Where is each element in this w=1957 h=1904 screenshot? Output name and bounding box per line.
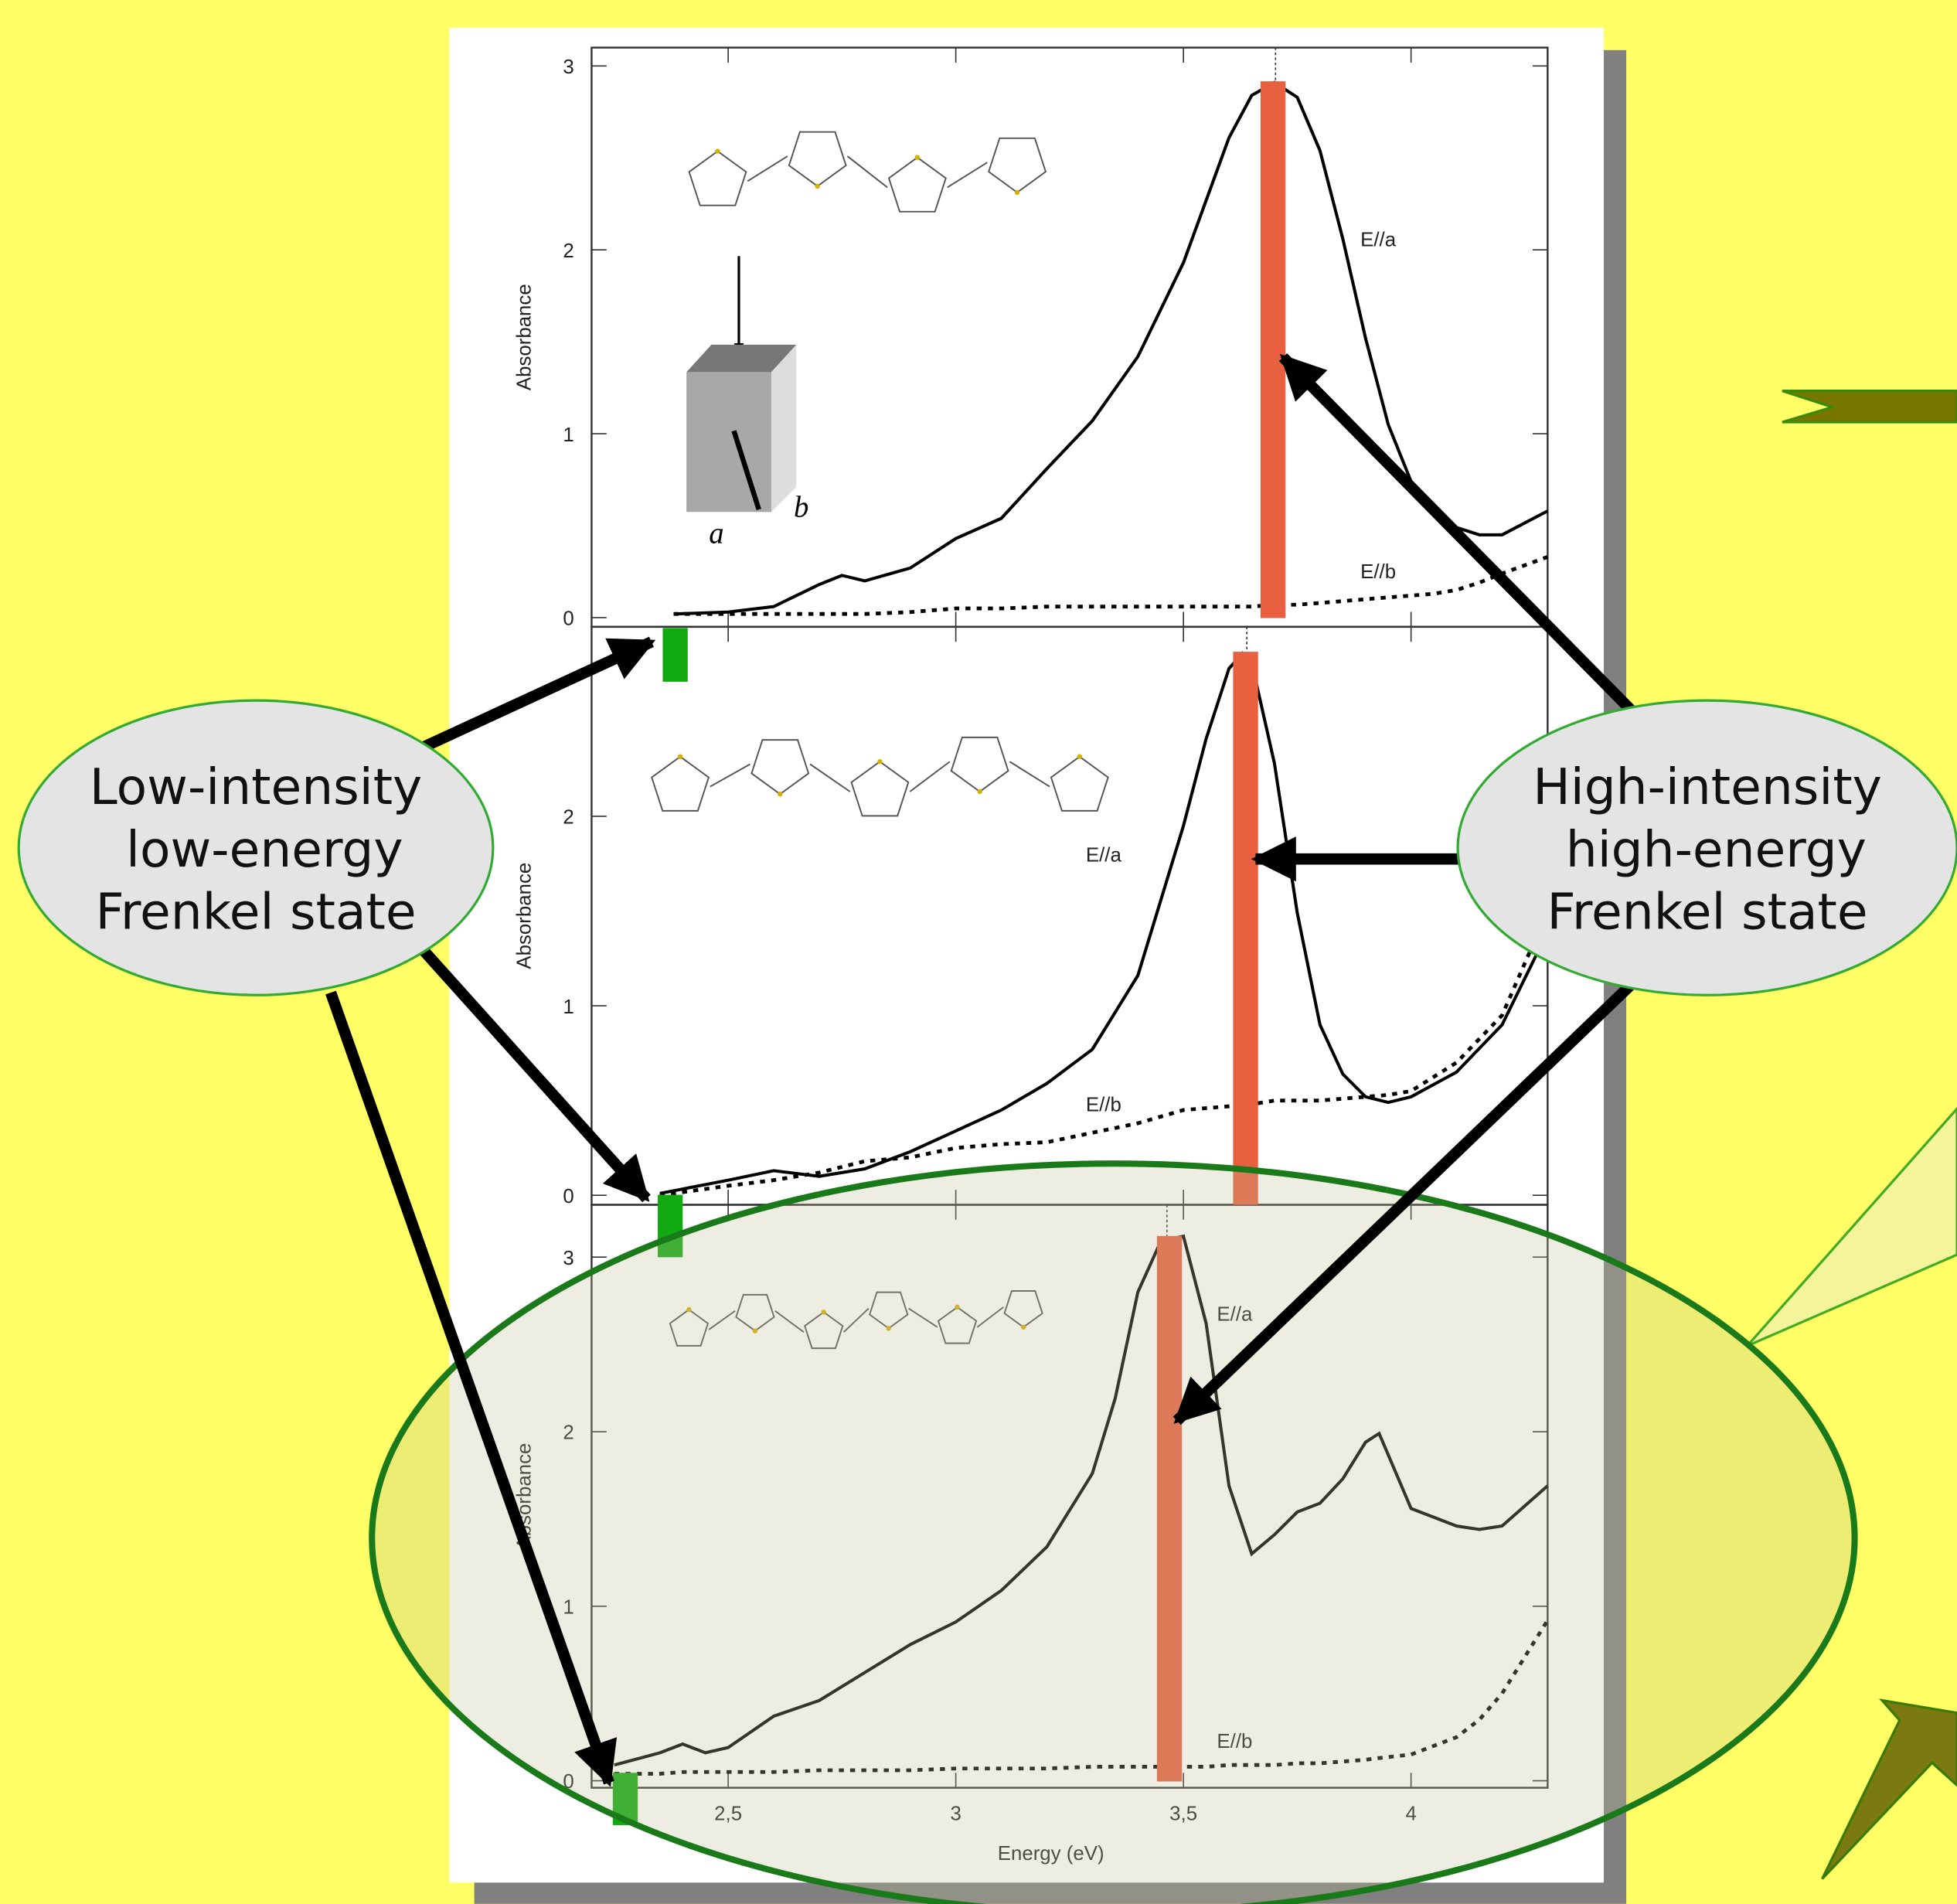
y-tick-label: 2: [563, 240, 573, 262]
y-tick-label: 2: [563, 807, 573, 829]
callout-text: Frenkel state: [95, 884, 416, 942]
callout-text: low-energy: [126, 821, 403, 879]
series-label: E//b: [1086, 1094, 1121, 1115]
sulfur: [977, 789, 982, 794]
sulfur: [1015, 190, 1019, 195]
sulfur: [678, 754, 682, 759]
inset-label: b: [794, 491, 808, 524]
y-tick-label: 0: [563, 1186, 573, 1207]
y-axis-title: Absorbance: [513, 863, 535, 969]
callout-text: high-energy: [1566, 821, 1867, 879]
sulfur: [715, 148, 720, 153]
callout-text: Low-intensity: [90, 758, 422, 816]
y-tick-label: 3: [563, 1248, 573, 1269]
inset-label: a: [709, 517, 723, 550]
sulfur: [778, 792, 782, 796]
page: 0123E//aE//bAbsorbanceLab012E//aE//bAbso…: [0, 0, 1957, 1904]
series-label: E//a: [1086, 844, 1122, 866]
sulfur: [877, 759, 882, 764]
y-axis-title: Absorbance: [513, 284, 535, 390]
series-label: E//b: [1360, 561, 1396, 583]
y-tick-label: 1: [563, 996, 573, 1018]
sulfur: [815, 184, 819, 189]
callout-text: High-intensity: [1533, 758, 1882, 816]
highlight-ellipse: [372, 1163, 1854, 1904]
y-tick-label: 3: [563, 56, 573, 78]
sulfur: [1077, 754, 1082, 759]
slide: 0123E//aE//bAbsorbanceLab012E//aE//bAbso…: [0, 0, 1957, 1904]
y-tick-label: 0: [563, 608, 573, 630]
series-label: E//a: [1360, 229, 1397, 250]
callout-text: Frenkel state: [1547, 884, 1867, 942]
sulfur: [915, 155, 920, 159]
y-tick-label: 1: [563, 424, 573, 446]
